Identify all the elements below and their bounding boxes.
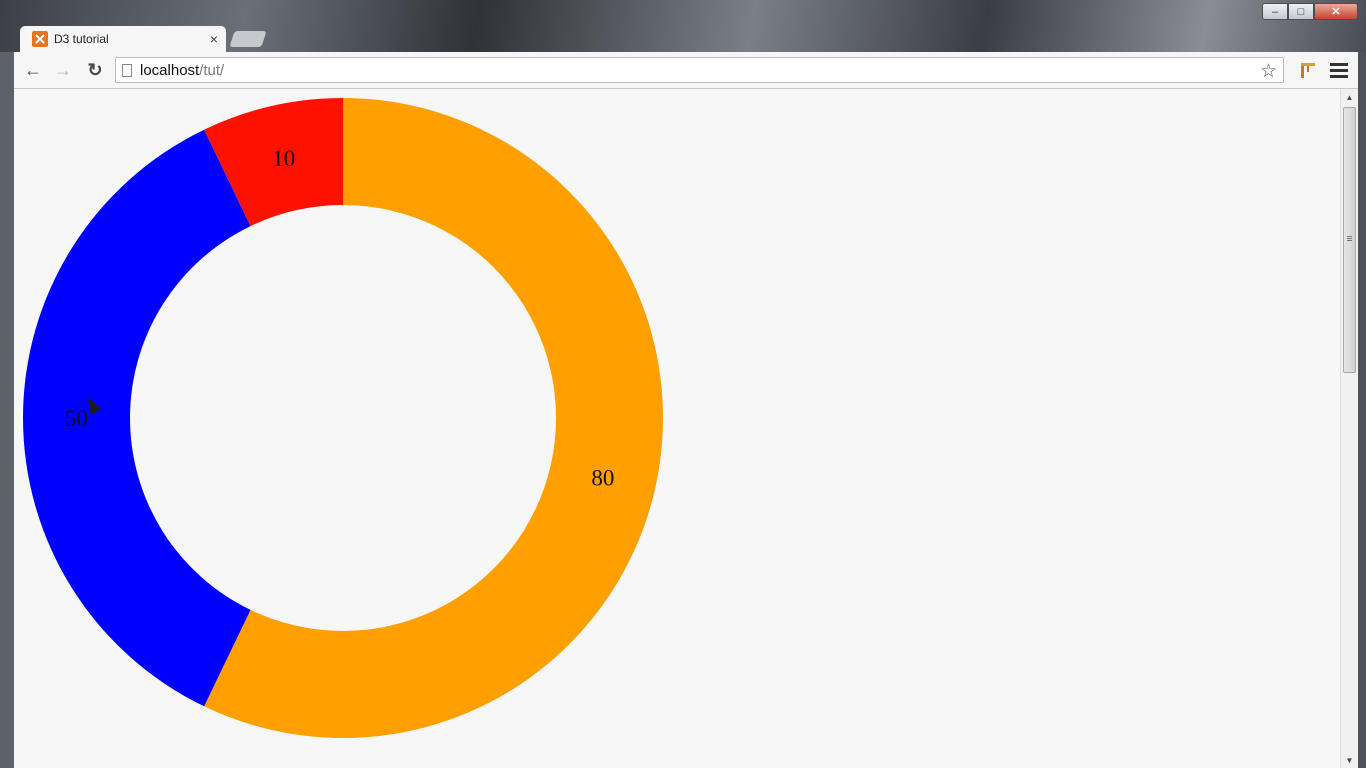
vertical-scrollbar[interactable]: ▲ ▼ (1340, 89, 1358, 768)
xampp-icon (32, 31, 48, 47)
slice-label-80: 80 (591, 465, 614, 490)
donut-slice-10 (204, 98, 343, 227)
tab-close-icon[interactable]: × (209, 31, 218, 47)
browser-tab[interactable]: D3 tutorial × (20, 26, 226, 52)
browser-toolbar: ← → ↻ localhost /tut/ ☆ (14, 52, 1358, 89)
menu-icon[interactable] (1330, 60, 1348, 80)
close-window-button[interactable]: ✕ (1314, 3, 1358, 20)
slice-label-10: 10 (272, 146, 295, 171)
window-titlebar: ‒ □ ✕ (0, 0, 1366, 52)
minimize-button[interactable]: ‒ (1262, 3, 1288, 20)
url-path: /tut/ (199, 61, 225, 79)
maximize-button[interactable]: □ (1288, 3, 1314, 20)
address-bar[interactable]: localhost /tut/ ☆ (115, 57, 1284, 83)
back-arrow-icon[interactable]: ← (24, 59, 42, 80)
slice-label-50: 50 (65, 406, 88, 431)
window-controls: ‒ □ ✕ (1262, 3, 1358, 20)
scrollbar-thumb[interactable] (1343, 107, 1356, 373)
window-left-border (0, 52, 14, 768)
new-tab-button[interactable] (229, 31, 267, 47)
window-right-border (1358, 52, 1366, 768)
donut-chart: 80 50 10 (22, 98, 663, 738)
url-host: localhost (140, 61, 200, 79)
donut-slice-50 (22, 129, 251, 707)
forward-arrow-icon[interactable]: → (54, 59, 72, 80)
grip-icon (1347, 236, 1352, 237)
tab-title: D3 tutorial (54, 32, 109, 46)
bookmark-star-icon[interactable]: ☆ (1259, 61, 1277, 82)
scroll-up-arrow-icon[interactable]: ▲ (1345, 92, 1354, 102)
donut-slice-80 (204, 98, 663, 738)
page-icon (122, 63, 132, 77)
scroll-down-arrow-icon[interactable]: ▼ (1345, 755, 1354, 765)
page-viewport: 80 50 10 (14, 89, 1340, 768)
reload-icon[interactable]: ↻ (87, 59, 103, 80)
extension-icon[interactable] (1299, 60, 1317, 80)
